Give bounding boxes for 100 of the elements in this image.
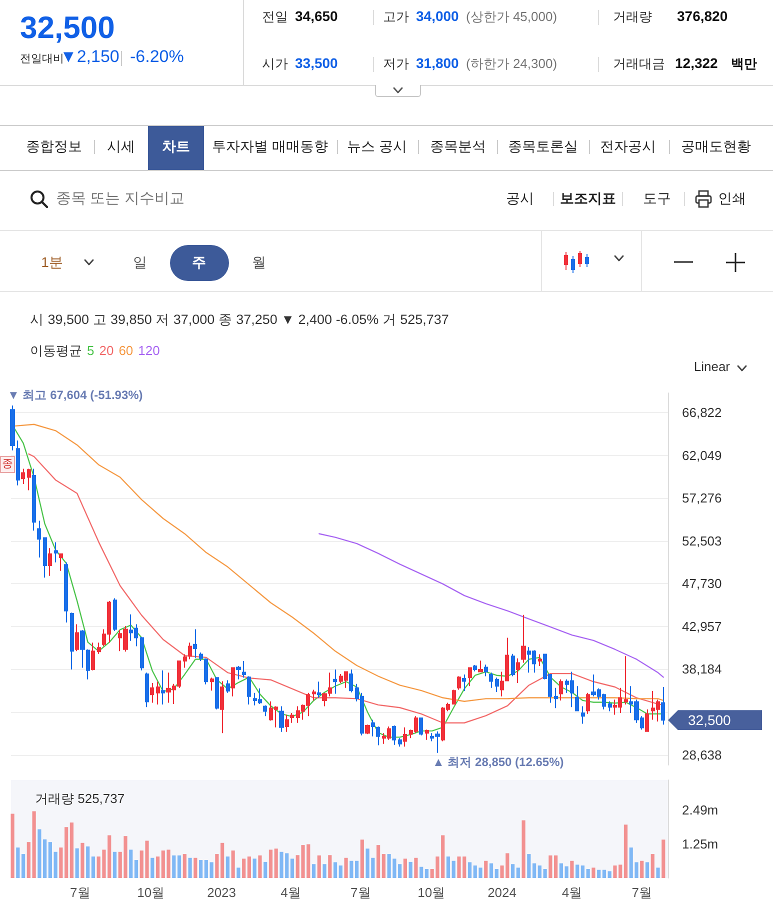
y-tick-label: 38,184	[682, 662, 722, 677]
bar	[247, 856, 252, 878]
candlestick	[210, 677, 214, 692]
bar	[70, 822, 74, 878]
candlestick	[91, 642, 95, 671]
bar	[75, 848, 79, 878]
bar	[317, 855, 321, 878]
bar	[312, 864, 316, 878]
bar	[597, 870, 601, 878]
bar	[403, 858, 407, 878]
bar	[350, 860, 354, 878]
bar	[242, 858, 246, 878]
bar	[134, 860, 138, 878]
bar	[54, 852, 58, 878]
candlestick	[226, 680, 230, 694]
text: 전일	[262, 9, 288, 25]
text: 5	[87, 343, 94, 358]
text: 종목 또는 지수비교	[56, 190, 184, 208]
x-tick-label: 4월	[562, 885, 582, 900]
bar	[129, 850, 133, 878]
bar	[586, 869, 590, 878]
text: 저가	[383, 56, 409, 72]
x-tick-label: 7월	[70, 885, 90, 900]
y-tick-label: 2.49m	[682, 802, 718, 818]
bar	[608, 871, 612, 878]
bar	[226, 856, 230, 878]
candlestick	[80, 630, 85, 668]
text: 공시	[506, 190, 534, 207]
bar	[570, 860, 574, 878]
bar	[543, 869, 547, 878]
bar	[274, 848, 278, 878]
text: -6.20%	[130, 47, 184, 68]
bar	[258, 855, 262, 878]
bar	[220, 842, 224, 878]
text: 뉴스 공시	[347, 138, 407, 155]
candlestick	[236, 665, 241, 680]
candlestick	[538, 654, 542, 666]
candlestick	[511, 653, 515, 677]
candlestick	[145, 672, 149, 708]
candlestick	[48, 548, 52, 576]
bar	[662, 840, 666, 878]
line-series	[318, 533, 664, 678]
candlestick	[113, 598, 117, 632]
bar	[516, 868, 520, 878]
annotation: ▲ 최저 28,850 (12.65%)	[432, 754, 564, 770]
candlestick	[285, 714, 289, 732]
candlestick	[349, 669, 353, 693]
bar	[408, 862, 412, 878]
text: 시가	[262, 56, 288, 72]
bar	[650, 854, 654, 878]
text: Linear	[694, 359, 730, 375]
bar	[172, 855, 176, 878]
candlestick	[16, 440, 20, 486]
text: 공매도현황	[681, 138, 751, 155]
candlestick	[242, 660, 246, 678]
candlestick	[376, 726, 380, 746]
bar	[333, 862, 338, 878]
text: 백만	[731, 56, 757, 72]
bar	[645, 862, 650, 878]
bar	[564, 866, 568, 878]
text: 31,800	[416, 55, 459, 72]
text: 고가	[383, 9, 409, 25]
line-series	[28, 453, 664, 724]
bar	[344, 858, 348, 878]
bar	[199, 860, 203, 878]
candlestick	[75, 624, 79, 652]
bar	[640, 860, 644, 878]
bar	[382, 854, 386, 878]
bar	[360, 840, 364, 878]
bar	[398, 864, 402, 878]
y-tick-label: 57,276	[682, 490, 722, 506]
bar	[150, 858, 154, 878]
text: 종목토론실	[508, 138, 578, 155]
text: 33,500	[295, 55, 338, 72]
candlestick	[70, 612, 74, 670]
x-tick-label: 10월	[418, 885, 446, 900]
candlestick	[215, 676, 219, 710]
bar	[210, 862, 214, 878]
y-tick-label: 62,049	[682, 448, 722, 463]
candlestick	[559, 678, 563, 701]
bar	[21, 854, 26, 878]
y-tick-label: 66,822	[682, 405, 722, 420]
candlestick	[645, 708, 649, 732]
candlestick	[43, 536, 47, 578]
candlestick	[462, 674, 466, 692]
candlestick	[586, 692, 590, 714]
candlestick	[312, 689, 316, 701]
candlestick	[661, 686, 665, 726]
x-tick-label: 2024	[488, 885, 516, 900]
candlestick	[554, 687, 558, 709]
candlestick	[156, 681, 160, 705]
candlestick	[161, 670, 165, 705]
candlestick	[608, 700, 612, 712]
text: 거래량	[613, 9, 652, 25]
bar	[194, 858, 198, 878]
candlestick	[371, 719, 375, 737]
candlestick	[398, 738, 402, 748]
bar	[548, 855, 552, 878]
bar	[510, 864, 515, 878]
bar	[48, 842, 52, 878]
